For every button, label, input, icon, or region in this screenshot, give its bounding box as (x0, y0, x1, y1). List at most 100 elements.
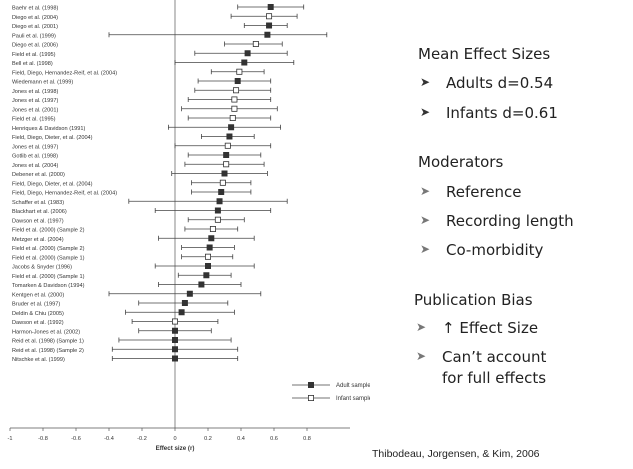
x-tick-label: -0.2 (137, 436, 147, 442)
adult-sample-marker (223, 151, 230, 158)
x-tick-label: 0.4 (237, 436, 245, 442)
study-label: Deldin & Chiu (2005) (12, 311, 64, 317)
moderator-item: ➤ Co-morbidity (420, 241, 543, 259)
study-label: Field et al. (2000) (Sample 2) (12, 246, 85, 252)
study-label: Pauli et al. (1999) (12, 33, 56, 39)
infant-sample-marker (219, 179, 226, 186)
publication-bias-effect-size: ↑ Effect Size (442, 319, 539, 337)
moderator-reference: Reference (446, 183, 522, 201)
study-label: Diego et al. (2001) (12, 24, 58, 30)
study-label: Jones et al. (1998) (12, 89, 58, 95)
adult-sample-marker (178, 309, 185, 316)
adult-sample-marker (206, 244, 213, 251)
infant-sample-marker (231, 96, 238, 103)
study-label: Debener et al. (2000) (12, 172, 65, 178)
adult-sample-marker (214, 207, 221, 214)
adult-sample-marker (264, 31, 271, 38)
x-tick-label: -1 (8, 436, 13, 442)
study-label: Wiedemann et al. (1999) (12, 80, 73, 86)
moderator-comorbidity: Co-morbidity (446, 241, 544, 259)
x-tick-label: 0.6 (270, 436, 278, 442)
study-label: Reid et al. (1998) (Sample 1) (12, 339, 84, 345)
adult-sample-marker (226, 133, 233, 140)
study-label: Dawson et al. (1997) (12, 218, 64, 224)
mean-effect-title: Mean Effect Sizes (418, 45, 551, 63)
study-label: Jones et al. (1997) (12, 98, 58, 104)
study-label: Field, Diego, Dieter, et al. (2004) (12, 181, 93, 187)
study-label: Henriques & Davidson (1991) (12, 126, 86, 132)
infant-sample-marker (224, 142, 231, 149)
publication-bias-cant-account: Can’t account (442, 348, 547, 366)
study-label: Field et al. (2000) (Sample 1) (12, 274, 85, 280)
study-label: Diego et al. (2006) (12, 43, 58, 49)
citation: Thibodeau, Jorgensen, & Kim, 2006 (372, 448, 540, 460)
infant-sample-marker (214, 216, 221, 223)
adult-sample-marker (198, 281, 205, 288)
adult-sample-marker (241, 59, 248, 66)
legend-infant-marker (307, 394, 314, 401)
study-label: Jones et al. (2001) (12, 107, 58, 113)
mean-effect-item: ➤ Adults d=0.54 (420, 74, 553, 92)
study-label: Schaffer et al. (1983) (12, 200, 64, 206)
x-tick-label: 0.8 (303, 436, 311, 442)
moderators-title: Moderators (418, 153, 504, 171)
adult-sample-marker (171, 327, 178, 334)
adult-sample-marker (266, 22, 273, 29)
study-label: Diego et al. (2004) (12, 15, 58, 21)
adult-sample-marker (171, 346, 178, 353)
x-tick-label: -0.4 (104, 436, 114, 442)
x-tick-label: 0.2 (204, 436, 212, 442)
adult-sample-marker (204, 262, 211, 269)
moderator-item: ➤ Reference (420, 183, 522, 201)
study-label: Nitschke et al. (1999) (12, 357, 65, 363)
mean-effect-infants: Infants d=0.61 (446, 104, 558, 122)
adult-sample-marker (181, 299, 188, 306)
study-label: Bruder et al. (1997) (12, 302, 60, 308)
adult-sample-marker (234, 78, 241, 85)
infant-sample-marker (204, 253, 211, 260)
legend-infant-label: Infant sample (336, 396, 370, 402)
moderator-recording-length: Recording length (446, 212, 574, 230)
study-label: Field, Diego, Dieter, et al. (2004) (12, 135, 93, 141)
x-tick-label: 0 (173, 436, 176, 442)
arrow-bullet-icon: ➤ (420, 105, 431, 119)
infant-sample-marker (231, 105, 238, 112)
infant-sample-marker (209, 225, 216, 232)
study-label: Gotlib et al. (1998) (12, 154, 58, 160)
publication-bias-title: Publication Bias (414, 291, 533, 309)
study-label: Reid et al. (1998) (Sample 2) (12, 348, 84, 354)
mean-effect-item: ➤ Infants d=0.61 (420, 104, 558, 122)
study-label: Jones et al. (2004) (12, 163, 58, 169)
study-label: Jacobs & Snyder (1996) (12, 265, 72, 271)
adult-sample-marker (267, 4, 274, 10)
x-tick-label: -0.8 (38, 436, 48, 442)
study-label: Jones et al. (1997) (12, 144, 58, 150)
adult-sample-marker (171, 355, 178, 362)
legend-adult-label: Adult sample (336, 383, 370, 389)
legend-adult-marker (307, 381, 314, 388)
adult-sample-marker (171, 336, 178, 343)
arrow-bullet-icon: ➤ (420, 184, 431, 198)
adult-sample-marker (216, 198, 223, 205)
study-label: Field et al. (2000) (Sample 1) (12, 255, 85, 261)
infant-sample-marker (223, 161, 230, 168)
adult-sample-marker (221, 170, 228, 177)
publication-bias-item: ➤ Can’t account (416, 348, 546, 366)
infant-sample-marker (236, 68, 243, 75)
forest-plot: Baehr et al. (1998) Diego et al. (2004) Di… (8, 0, 370, 452)
study-label: Baehr et al. (1998) (12, 6, 58, 12)
arrow-bullet-icon: ➤ (420, 242, 431, 256)
adult-sample-marker (228, 124, 235, 131)
study-label: Harmon-Jones et al. (2002) (12, 329, 80, 335)
study-label: Dawson et al. (1992) (12, 320, 64, 326)
infant-sample-marker (229, 115, 236, 122)
study-label: Field et al. (2000) (Sample 2) (12, 228, 85, 234)
publication-bias-full-effects: for full effects (442, 369, 547, 387)
mean-effect-adults: Adults d=0.54 (446, 74, 554, 92)
study-label: Field, Diego, Hernandez-Reif, et al. (20… (12, 70, 117, 76)
arrow-bullet-icon: ➤ (416, 349, 427, 363)
publication-bias-item: ➤ ↑ Effect Size (416, 319, 538, 337)
study-label: Field, Diego, Hernandez-Reif, et al. (20… (12, 191, 117, 197)
adult-sample-marker (203, 272, 210, 279)
infant-sample-marker (252, 41, 259, 48)
